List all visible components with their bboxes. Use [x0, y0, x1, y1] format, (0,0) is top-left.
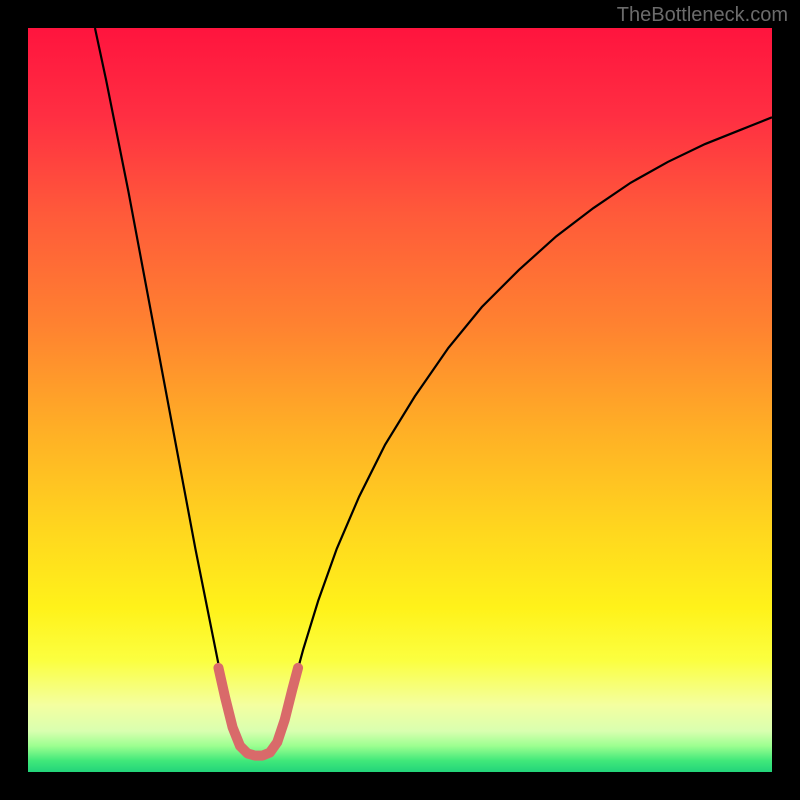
bottleneck-curve: [28, 28, 772, 772]
watermark-text: TheBottleneck.com: [617, 4, 788, 27]
curve-left-branch: [95, 28, 292, 756]
plot-area: [28, 28, 772, 772]
chart-frame: TheBottleneck.com: [0, 0, 800, 800]
curve-right-branch: [292, 117, 772, 690]
curve-highlight-optimal-range: [218, 668, 298, 756]
